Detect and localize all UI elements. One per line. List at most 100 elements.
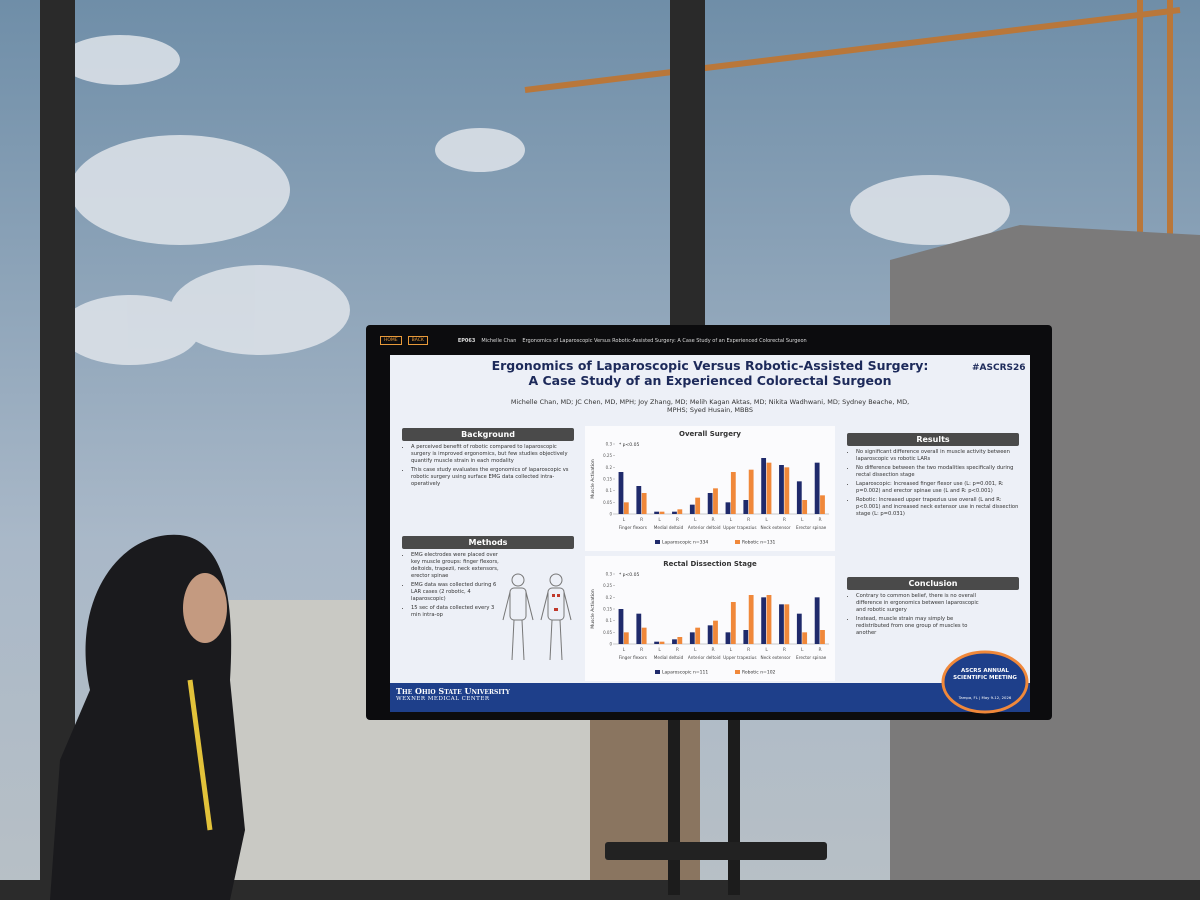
- bar: [677, 637, 683, 644]
- bar: [689, 504, 695, 514]
- building-brick: [590, 700, 700, 900]
- bullets: A perceived benefit of robotic compared …: [402, 444, 574, 488]
- bar: [725, 502, 731, 514]
- top-bar: HOME BACK EP063 Michelle Chan Ergonomics…: [380, 336, 807, 345]
- group-label: Upper trapezius: [723, 655, 756, 660]
- bar: [796, 613, 802, 644]
- face: [183, 573, 227, 643]
- bar: [743, 630, 749, 644]
- poster-id: EP063: [457, 337, 476, 344]
- back-button[interactable]: BACK: [407, 336, 428, 345]
- bar: [672, 511, 677, 514]
- section-heading: Conclusion: [847, 577, 1019, 590]
- bar: [654, 641, 660, 644]
- y-tick-label: 0.2: [606, 595, 613, 600]
- x-tick-label: R: [676, 647, 679, 653]
- bar: [672, 639, 677, 644]
- x-tick-label: R: [783, 647, 786, 653]
- title: Ergonomics of Laparoscopic Versus Roboti…: [400, 358, 1020, 388]
- bullet: No difference between the two modalities…: [856, 465, 1019, 479]
- bar: [636, 486, 642, 514]
- bar: [713, 488, 718, 514]
- bullet: This case study evaluates the ergonomics…: [411, 467, 574, 488]
- x-tick-label: L: [694, 647, 697, 653]
- bar: [748, 469, 754, 514]
- medical-center: Wexner Medical Center: [396, 696, 490, 702]
- chart-title: Overall Surgery: [679, 430, 741, 438]
- bar: [689, 632, 695, 644]
- bar: [641, 627, 647, 644]
- y-tick-label: 0.25: [603, 453, 612, 458]
- bar: [802, 500, 808, 514]
- bar: [814, 462, 820, 514]
- x-tick-label: L: [730, 517, 733, 523]
- x-tick-label: R: [747, 647, 750, 653]
- x-tick-label: L: [765, 517, 768, 523]
- conclusion-section: Conclusion Contrary to common belief, th…: [847, 577, 1019, 639]
- bar: [695, 627, 701, 644]
- x-tick-label: L: [623, 647, 626, 653]
- bar: [748, 595, 754, 644]
- bar: [761, 597, 767, 644]
- bar: [707, 493, 713, 514]
- x-tick-label: L: [765, 647, 768, 653]
- bar: [814, 597, 820, 644]
- home-button[interactable]: HOME: [380, 336, 402, 345]
- clouds: [60, 35, 1010, 365]
- title-line: A Case Study of an Experienced Colorecta…: [528, 373, 892, 388]
- group-label: Medial deltoid: [654, 525, 684, 530]
- y-tick-label: 0.1: [606, 488, 613, 493]
- y-tick-label: 0.05: [603, 630, 612, 635]
- bar: [623, 632, 629, 644]
- x-tick-label: R: [712, 647, 715, 653]
- body-diagram: [502, 573, 572, 661]
- title-line: Ergonomics of Laparoscopic Versus Roboti…: [491, 358, 929, 373]
- bullet: Instead, muscle strain may simply be red…: [856, 616, 986, 637]
- results-section: Results No significant difference overal…: [847, 433, 1019, 520]
- background-section: Background A perceived benefit of roboti…: [402, 428, 574, 490]
- legend-label: Laparoscopic n=334: [662, 540, 708, 546]
- x-tick-label: R: [640, 517, 643, 523]
- meeting-place: Tampa, FL | May 9-12, 2026: [958, 695, 1012, 700]
- y-tick-label: 0.15: [603, 477, 612, 482]
- bullet: 15 sec of data collected every 3 min int…: [411, 605, 503, 619]
- lanyard: [187, 679, 213, 831]
- y-axis-label: Muscle Activation: [590, 459, 596, 499]
- bar: [730, 472, 736, 514]
- chart: Overall Surgery * p<0.05 Muscle Activation…: [585, 426, 835, 551]
- section-heading: Results: [847, 433, 1019, 446]
- bar: [730, 602, 736, 644]
- group-label: Medial deltoid: [654, 655, 684, 660]
- meeting: ASCRS ANNUAL SCIENTIFIC MEETING: [953, 668, 1017, 682]
- x-tick-label: L: [658, 517, 661, 523]
- annotation: * p<0.05: [619, 572, 639, 578]
- chart-background: [585, 426, 835, 551]
- y-tick-label: 0.3: [606, 572, 613, 577]
- legend-swatch: [655, 540, 660, 544]
- section-heading: Methods: [402, 536, 574, 549]
- y-tick-label: 0.15: [603, 607, 612, 612]
- floor: [0, 880, 1200, 900]
- keyboard: [605, 842, 827, 860]
- legend-swatch: [735, 540, 740, 544]
- bar: [707, 625, 713, 644]
- legend-label: Robotic n=131: [742, 540, 776, 546]
- bar: [766, 462, 772, 514]
- bar: [623, 502, 629, 514]
- x-tick-label: L: [658, 647, 661, 653]
- bar: [654, 511, 660, 514]
- bar: [713, 620, 718, 644]
- x-tick-label: R: [747, 517, 750, 523]
- presenter: Michelle Chan: [481, 337, 517, 344]
- y-tick-label: 0.3: [606, 442, 613, 447]
- bar: [802, 632, 808, 644]
- bar: [784, 467, 790, 514]
- bullet: A perceived benefit of robotic compared …: [411, 444, 574, 465]
- bullet: No significant difference overall in mus…: [856, 449, 1019, 463]
- legend-swatch: [735, 670, 740, 674]
- bar: [820, 630, 825, 644]
- y-tick-label: 0: [609, 512, 612, 517]
- chart: Rectal Dissection Stage * p<0.05 Muscle Ac…: [585, 556, 835, 681]
- y-axis-label: Muscle Activation: [590, 589, 596, 629]
